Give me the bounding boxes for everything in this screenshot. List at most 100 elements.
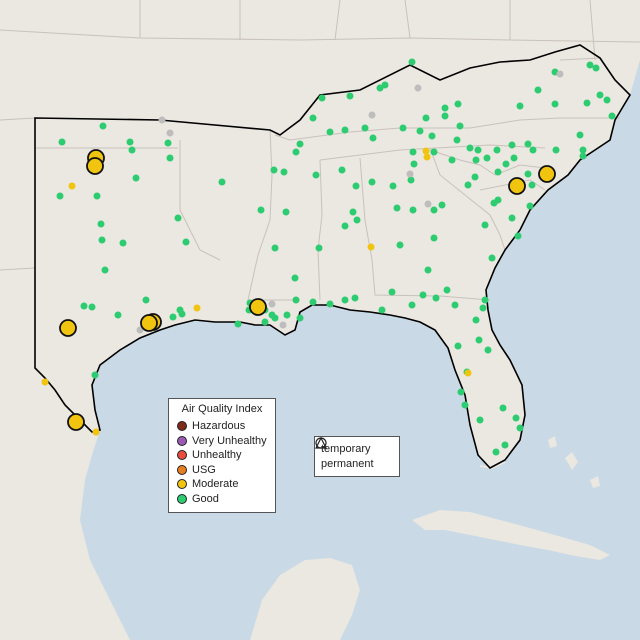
- monitor-site-marker[interactable]: [461, 401, 469, 409]
- monitor-site-marker[interactable]: [534, 86, 542, 94]
- monitor-site-marker[interactable]: [454, 342, 462, 350]
- monitor-site-marker[interactable]: [516, 424, 524, 432]
- monitor-site-marker[interactable]: [282, 208, 290, 216]
- monitor-site-marker[interactable]: [406, 170, 414, 178]
- monitor-site-marker[interactable]: [474, 146, 482, 154]
- monitor-site-marker[interactable]: [119, 239, 127, 247]
- monitor-site-marker[interactable]: [349, 208, 357, 216]
- monitor-site-marker[interactable]: [136, 326, 144, 334]
- monitor-site-marker[interactable]: [381, 81, 389, 89]
- monitor-site-marker[interactable]: [296, 140, 304, 148]
- monitor-site-marker[interactable]: [410, 160, 418, 168]
- monitor-site-marker[interactable]: [494, 196, 502, 204]
- monitor-site-marker[interactable]: [484, 346, 492, 354]
- monitor-site-marker[interactable]: [68, 182, 76, 190]
- monitor-site-marker[interactable]: [430, 206, 438, 214]
- monitor-site-marker[interactable]: [471, 173, 479, 181]
- monitor-site-marker[interactable]: [291, 274, 299, 282]
- monitor-site-marker[interactable]: [93, 192, 101, 200]
- monitor-site-marker[interactable]: [389, 182, 397, 190]
- temporary-monitor-marker[interactable]: [59, 319, 77, 337]
- monitor-site-marker[interactable]: [493, 146, 501, 154]
- monitor-site-marker[interactable]: [164, 139, 172, 147]
- monitor-site-marker[interactable]: [596, 91, 604, 99]
- monitor-site-marker[interactable]: [132, 174, 140, 182]
- monitor-site-marker[interactable]: [432, 294, 440, 302]
- monitor-site-marker[interactable]: [218, 178, 226, 186]
- monitor-site-marker[interactable]: [318, 94, 326, 102]
- monitor-site-marker[interactable]: [424, 266, 432, 274]
- monitor-site-marker[interactable]: [268, 311, 276, 319]
- monitor-site-marker[interactable]: [488, 254, 496, 262]
- monitor-site-marker[interactable]: [271, 244, 279, 252]
- monitor-site-marker[interactable]: [424, 200, 432, 208]
- monitor-site-marker[interactable]: [80, 302, 88, 310]
- temporary-monitor-marker[interactable]: [538, 165, 556, 183]
- monitor-site-marker[interactable]: [499, 404, 507, 412]
- monitor-site-marker[interactable]: [583, 99, 591, 107]
- monitor-site-marker[interactable]: [409, 148, 417, 156]
- monitor-site-marker[interactable]: [576, 131, 584, 139]
- monitor-site-marker[interactable]: [514, 232, 522, 240]
- monitor-site-marker[interactable]: [128, 146, 136, 154]
- monitor-site-marker[interactable]: [422, 114, 430, 122]
- monitor-site-marker[interactable]: [419, 291, 427, 299]
- monitor-site-marker[interactable]: [338, 166, 346, 174]
- monitor-site-marker[interactable]: [315, 244, 323, 252]
- monitor-site-marker[interactable]: [409, 206, 417, 214]
- monitor-site-marker[interactable]: [464, 369, 472, 377]
- monitor-site-marker[interactable]: [466, 144, 474, 152]
- monitor-site-marker[interactable]: [41, 378, 49, 386]
- monitor-site-marker[interactable]: [101, 266, 109, 274]
- monitor-site-marker[interactable]: [98, 236, 106, 244]
- monitor-site-marker[interactable]: [443, 286, 451, 294]
- monitor-site-marker[interactable]: [341, 296, 349, 304]
- monitor-site-marker[interactable]: [416, 127, 424, 135]
- monitor-site-marker[interactable]: [579, 152, 587, 160]
- monitor-site-marker[interactable]: [456, 122, 464, 130]
- monitor-site-marker[interactable]: [423, 153, 431, 161]
- monitor-site-marker[interactable]: [309, 114, 317, 122]
- monitor-site-marker[interactable]: [464, 181, 472, 189]
- monitor-site-marker[interactable]: [92, 428, 100, 436]
- monitor-site-marker[interactable]: [91, 371, 99, 379]
- monitor-site-marker[interactable]: [516, 102, 524, 110]
- temporary-monitor-marker[interactable]: [249, 298, 267, 316]
- monitor-site-marker[interactable]: [529, 146, 537, 154]
- monitor-site-marker[interactable]: [551, 100, 559, 108]
- monitor-site-marker[interactable]: [352, 182, 360, 190]
- monitor-site-marker[interactable]: [441, 112, 449, 120]
- monitor-site-marker[interactable]: [368, 111, 376, 119]
- monitor-site-marker[interactable]: [472, 316, 480, 324]
- monitor-site-marker[interactable]: [396, 241, 404, 249]
- monitor-site-marker[interactable]: [512, 414, 520, 422]
- monitor-site-marker[interactable]: [453, 136, 461, 144]
- monitor-site-marker[interactable]: [193, 304, 201, 312]
- monitor-site-marker[interactable]: [367, 243, 375, 251]
- monitor-site-marker[interactable]: [408, 301, 416, 309]
- monitor-site-marker[interactable]: [341, 126, 349, 134]
- monitor-site-marker[interactable]: [481, 221, 489, 229]
- monitor-site-marker[interactable]: [166, 154, 174, 162]
- monitor-site-marker[interactable]: [351, 294, 359, 302]
- temporary-monitor-marker[interactable]: [67, 413, 85, 431]
- monitor-site-marker[interactable]: [346, 92, 354, 100]
- monitor-site-marker[interactable]: [441, 104, 449, 112]
- monitor-site-marker[interactable]: [174, 214, 182, 222]
- monitor-site-marker[interactable]: [592, 64, 600, 72]
- monitor-site-marker[interactable]: [510, 154, 518, 162]
- monitor-site-marker[interactable]: [369, 134, 377, 142]
- monitor-site-marker[interactable]: [448, 156, 456, 164]
- monitor-site-marker[interactable]: [176, 306, 184, 314]
- monitor-site-marker[interactable]: [524, 170, 532, 178]
- monitor-site-marker[interactable]: [368, 178, 376, 186]
- temporary-monitor-marker[interactable]: [508, 177, 526, 195]
- monitor-site-marker[interactable]: [586, 61, 594, 69]
- monitor-site-marker[interactable]: [114, 311, 122, 319]
- monitor-site-marker[interactable]: [309, 298, 317, 306]
- monitor-site-marker[interactable]: [234, 320, 242, 328]
- monitor-site-marker[interactable]: [88, 303, 96, 311]
- monitor-site-marker[interactable]: [126, 138, 134, 146]
